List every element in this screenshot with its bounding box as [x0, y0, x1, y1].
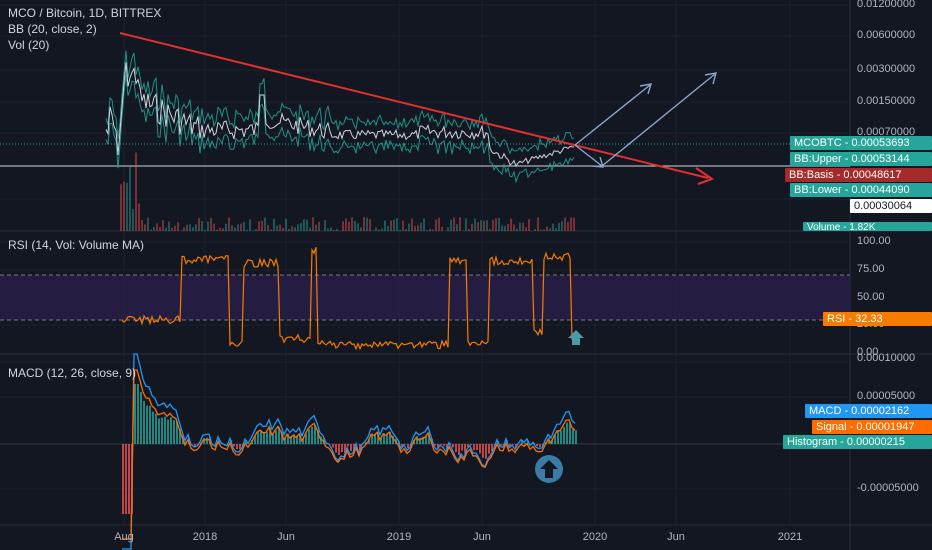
trendline[interactable] — [119, 32, 709, 179]
rsi-axis-label: 0.00 — [857, 346, 879, 358]
time-axis-label: Jun — [473, 531, 491, 543]
time-axis-label: Jun — [277, 531, 295, 543]
signal-line — [122, 369, 576, 540]
price-axis-label: 0.01200000 — [857, 0, 916, 10]
rsi-line — [121, 247, 575, 351]
vol-legend[interactable]: Vol (20) — [8, 38, 50, 52]
macd-axis-label: -0.00005000 — [857, 482, 919, 494]
price-series — [105, 62, 575, 168]
price-axis-label: 0.00150000 — [857, 95, 916, 107]
macd-histogram — [122, 384, 577, 514]
bb-legend[interactable]: BB (20, close, 2) — [8, 22, 97, 36]
rsi-legend[interactable]: RSI (14, Vol: Volume MA) — [8, 238, 145, 252]
rsi-band — [0, 275, 850, 320]
tag-hline: 0.00030064 — [850, 199, 932, 213]
up-arrow-icon[interactable] — [568, 330, 584, 345]
time-axis-label: 2021 — [777, 531, 803, 543]
volume-bars — [120, 152, 575, 231]
time-axis-label: Jun — [667, 531, 685, 543]
main-legend: MCO / Bitcoin, 1D, BITTREX BB (20, close… — [8, 5, 161, 53]
time-axis-label: 2018 — [192, 531, 218, 543]
symbol-title[interactable]: MCO / Bitcoin, 1D, BITTREX — [8, 6, 162, 20]
rsi-axis-label: 50.00 — [857, 291, 885, 303]
macd-axis-label: 0.00010000 — [857, 352, 916, 364]
tag-macd: MACD - 0.00002162 — [805, 404, 932, 418]
bollinger-bands — [105, 50, 575, 184]
tag-bb-lower: BB:Lower - 0.00044090 — [790, 183, 932, 197]
macd-line — [122, 353, 576, 550]
tag-rsi: RSI - 32.33 — [823, 312, 932, 326]
tag-bb-upper: BB:Upper - 0.00053144 — [790, 152, 932, 166]
price-axis-label: 0.00600000 — [857, 29, 916, 41]
rsi-axis-label: 100.00 — [857, 235, 891, 247]
projection-arrows[interactable] — [574, 72, 717, 168]
tag-signal: Signal - 0.00001947 — [812, 420, 932, 434]
time-axis-label: 2019 — [386, 531, 412, 543]
macd-axis-label: 0.00005000 — [857, 390, 916, 402]
tag-mcobtc: MCOBTC - 0.00053693 — [790, 136, 932, 150]
time-axis-label: Aug — [114, 531, 134, 543]
price-axis-label: 0.00300000 — [857, 63, 916, 75]
rsi-axis-label: 75.00 — [857, 263, 885, 275]
time-axis-label: 2020 — [582, 531, 608, 543]
tag-histogram: Histogram - 0.00000215 — [783, 435, 932, 449]
up-arrow-badge-icon[interactable] — [535, 455, 563, 483]
trendline-arrowhead — [695, 167, 715, 185]
price-axis-label: 0.00070000 — [857, 126, 916, 138]
tag-bb-basis: BB:Basis - 0.00048617 — [785, 168, 932, 182]
tag-volume: Volume - 1.82K — [803, 222, 932, 231]
macd-legend[interactable]: MACD (12, 26, close, 9) — [8, 366, 137, 380]
